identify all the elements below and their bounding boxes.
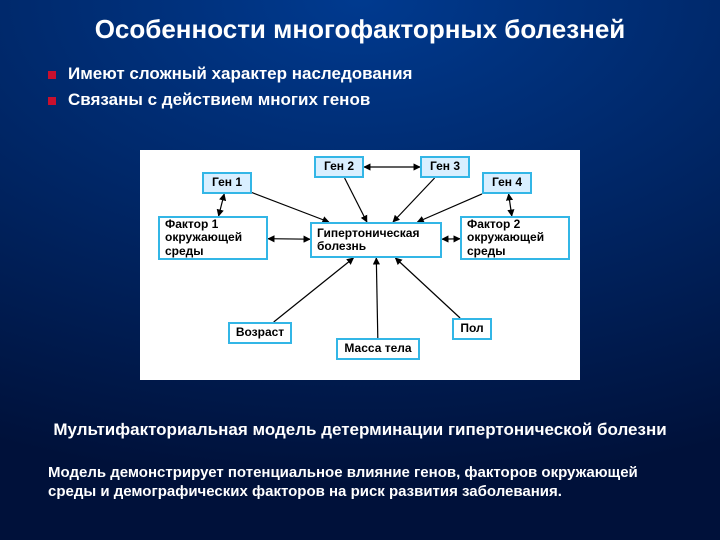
diagram-node-label: Ген 4 <box>492 176 522 189</box>
diagram-edge <box>393 178 435 222</box>
diagram-node-label: Ген 1 <box>212 176 242 189</box>
diagram-subtitle: Мультифакториальная модель детерминации … <box>0 420 720 440</box>
diagram-node-label: Возраст <box>236 326 284 339</box>
diagram-node-gen1: Ген 1 <box>202 172 252 194</box>
diagram-edge <box>509 194 512 216</box>
bullet-list: Имеют сложный характер наследования Связа… <box>48 64 412 116</box>
slide-title: Особенности многофакторных болезней <box>0 14 720 45</box>
slide-title-text: Особенности многофакторных болезней <box>95 14 626 44</box>
bullet-square-icon <box>48 97 56 105</box>
diagram-node-gen3: Ген 3 <box>420 156 470 178</box>
diagram-edge <box>219 194 225 216</box>
bullet-text: Имеют сложный характер наследования <box>68 64 412 84</box>
diagram-edge <box>376 258 378 338</box>
diagram-node-label: Масса тела <box>344 342 411 355</box>
diagram-node-label: Фактор 1 окружающей среды <box>165 218 261 258</box>
diagram-node-label: Ген 3 <box>430 160 460 173</box>
diagram-edge <box>345 178 367 222</box>
diagram-node-gen2: Ген 2 <box>314 156 364 178</box>
diagram-description-text: Модель демонстрирует потенциальное влиян… <box>48 464 638 500</box>
diagram-edge <box>274 258 354 322</box>
diagram-description: Модель демонстрирует потенциальное влиян… <box>48 464 668 502</box>
diagram-subtitle-text: Мультифакториальная модель детерминации … <box>53 420 666 439</box>
bullet-text: Связаны с действием многих генов <box>68 90 370 110</box>
bullet-item: Имеют сложный характер наследования <box>48 64 412 84</box>
bullet-item: Связаны с действием многих генов <box>48 90 412 110</box>
diagram-node-age: Возраст <box>228 322 292 344</box>
diagram-node-mass: Масса тела <box>336 338 420 360</box>
diagram-node-label: Ген 2 <box>324 160 354 173</box>
slide: Особенности многофакторных болезней Имею… <box>0 0 720 540</box>
diagram-edge <box>395 258 460 318</box>
diagram-node-sex: Пол <box>452 318 492 340</box>
diagram-node-env2: Фактор 2 окружающей среды <box>460 216 570 260</box>
diagram-node-gen4: Ген 4 <box>482 172 532 194</box>
diagram-node-label: Фактор 2 окружающей среды <box>467 218 563 258</box>
diagram-node-center: Гипертоническая болезнь <box>310 222 442 258</box>
diagram-edge <box>268 239 310 240</box>
diagram-node-label: Пол <box>460 322 483 335</box>
bullet-square-icon <box>48 71 56 79</box>
diagram-panel: Ген 1 Ген 2 Ген 3 Ген 4 Фактор 1 окружающей … <box>140 150 580 380</box>
diagram-node-label: Гипертоническая болезнь <box>317 227 435 253</box>
diagram-node-env1: Фактор 1 окружающей среды <box>158 216 268 260</box>
